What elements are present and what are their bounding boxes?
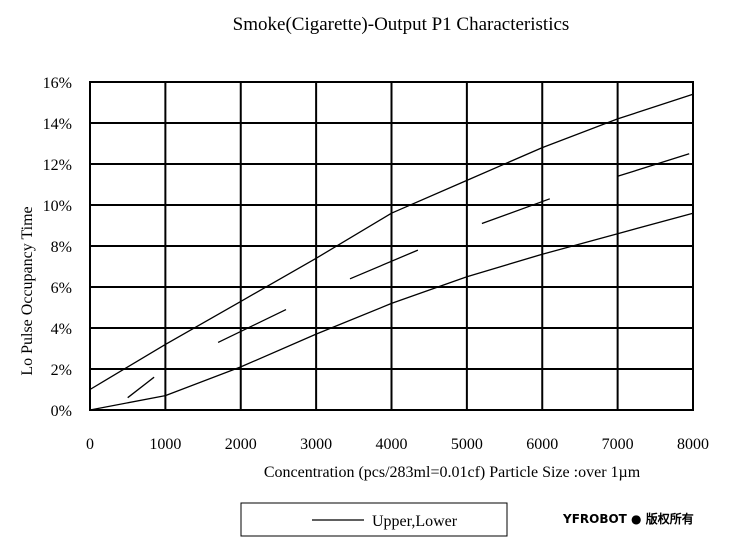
series-lines bbox=[89, 93, 694, 411]
x-tick-label: 2000 bbox=[225, 436, 257, 453]
y-tick-label: 4% bbox=[51, 321, 72, 338]
x-tick-label: 3000 bbox=[300, 436, 332, 453]
y-tick-label: 12% bbox=[43, 157, 72, 174]
x-tick-label: 8000 bbox=[677, 436, 709, 453]
legend: Upper,Lower bbox=[240, 502, 508, 537]
series-line-segment-6 bbox=[617, 153, 690, 177]
y-tick-label: 14% bbox=[43, 116, 72, 133]
y-tick-label: 6% bbox=[51, 280, 72, 297]
y-tick-label: 10% bbox=[43, 198, 72, 215]
series-line-segment-4 bbox=[349, 249, 419, 280]
series-line-segment-3 bbox=[217, 309, 287, 343]
y-tick-label: 2% bbox=[51, 362, 72, 379]
x-tick-label: 1000 bbox=[149, 436, 181, 453]
x-tick-label: 6000 bbox=[526, 436, 558, 453]
x-tick-label: 4000 bbox=[376, 436, 408, 453]
y-tick-label: 16% bbox=[43, 75, 72, 92]
chart-title: Smoke(Cigarette)-Output P1 Characteristi… bbox=[233, 14, 570, 35]
series-line-segment-2 bbox=[127, 376, 155, 399]
y-tick-label: 0% bbox=[51, 403, 72, 420]
grid bbox=[89, 81, 694, 411]
x-tick-labels: 0 1000 2000 3000 4000 5000 6000 7000 8000 bbox=[86, 436, 709, 453]
series-line-upper bbox=[89, 93, 694, 391]
x-tick-label: 5000 bbox=[451, 436, 483, 453]
y-tick-labels: 0% 2% 4% 6% 8% 10% 12% 14% 16% bbox=[43, 75, 72, 420]
y-axis-label: Lo Pulse Occupancy Time bbox=[19, 206, 36, 375]
series-line-segment-5 bbox=[481, 198, 551, 225]
series-line-lower bbox=[89, 212, 694, 411]
x-tick-label: 7000 bbox=[602, 436, 634, 453]
plot-area-border bbox=[89, 81, 694, 411]
x-tick-label: 0 bbox=[86, 436, 94, 453]
legend-label: Upper,Lower bbox=[372, 513, 458, 530]
plot-frame bbox=[89, 81, 694, 411]
x-axis-label: Concentration (pcs/283ml=0.01cf) Particl… bbox=[264, 464, 641, 481]
y-tick-label: 8% bbox=[51, 239, 72, 256]
watermark: YFROBOT ● 版权所有 bbox=[562, 511, 694, 526]
legend-box bbox=[240, 502, 508, 537]
